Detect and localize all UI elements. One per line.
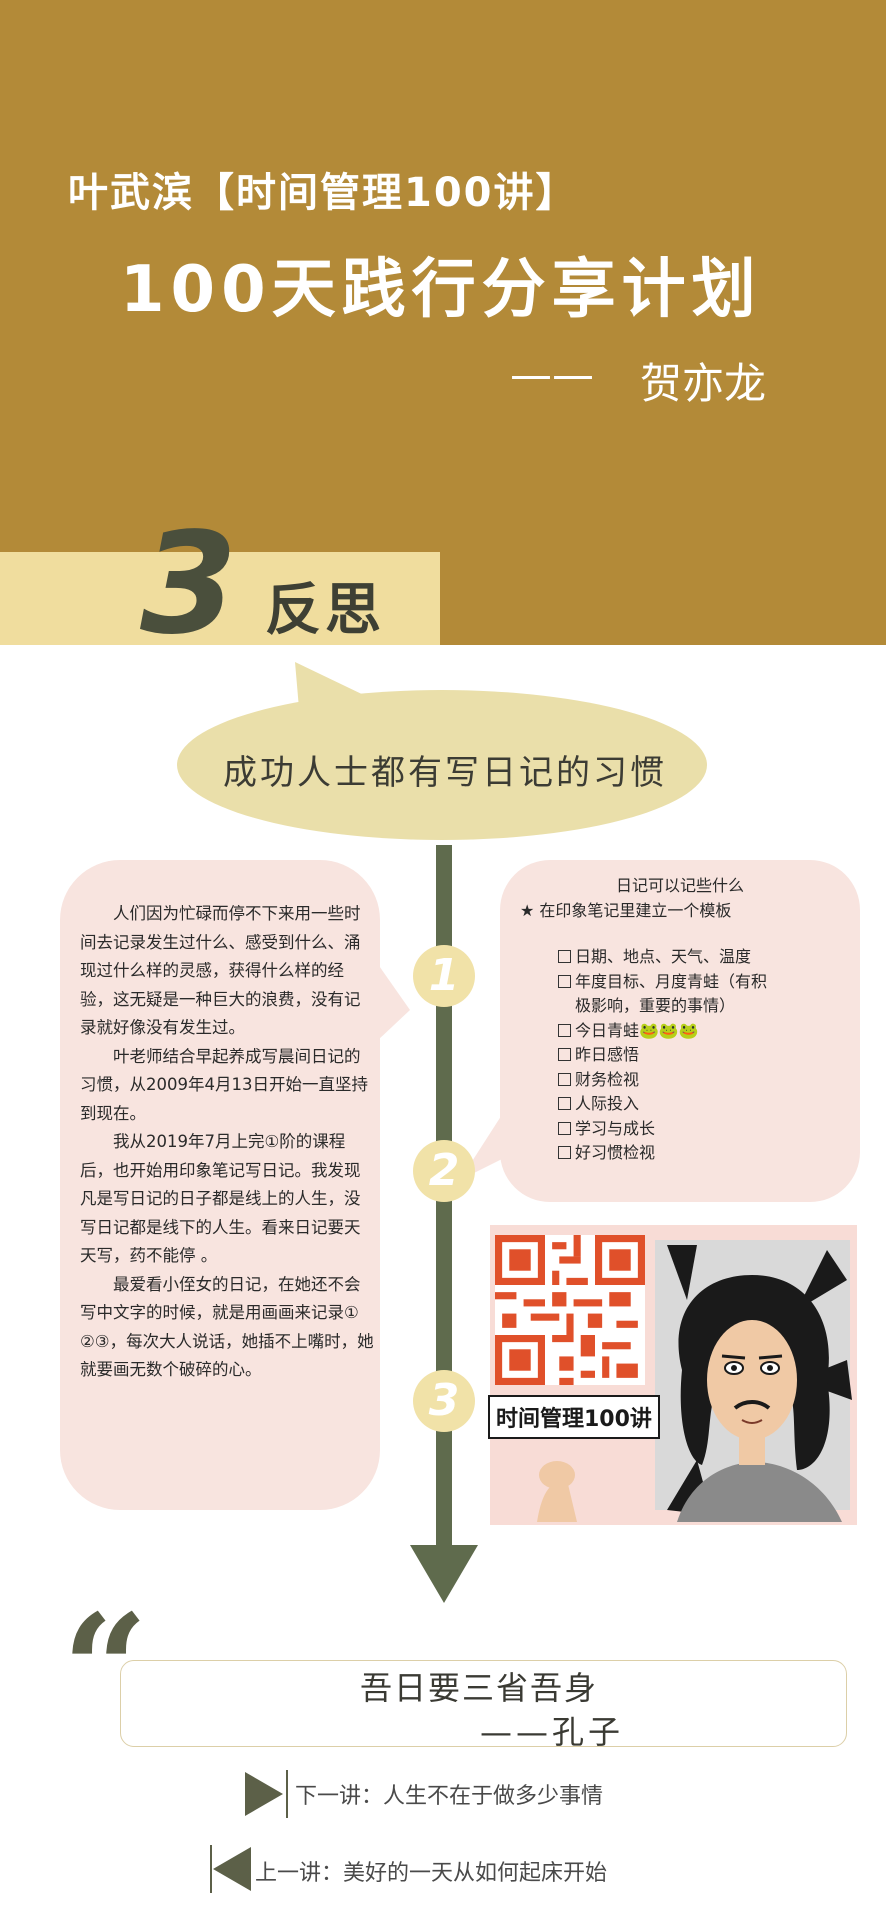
poster-label: 时间管理100讲 bbox=[488, 1395, 660, 1439]
section-number: 3 bbox=[140, 503, 238, 666]
bubble-text: 成功人士都有写日记的习惯 bbox=[223, 753, 667, 793]
checkbox-icon[interactable] bbox=[558, 1072, 571, 1086]
section-title: 反思 bbox=[265, 578, 385, 643]
checkbox-icon[interactable] bbox=[558, 1121, 571, 1135]
checkbox-icon[interactable] bbox=[558, 974, 571, 988]
story-text: 人们因为忙碌而停不下来用一些时间去记录发生过什么、感受到什么、涌现过什么样的灵感… bbox=[80, 900, 375, 1385]
checklist-item-label: 今日青蛙🐸🐸🐸 bbox=[575, 1020, 699, 1040]
play-right-icon[interactable] bbox=[245, 1772, 283, 1816]
checklist-item-label: 日期、地点、天气、温度 bbox=[575, 947, 752, 966]
checklist-item[interactable]: 人际投入 bbox=[558, 1092, 858, 1117]
checkbox-icon[interactable] bbox=[558, 950, 571, 963]
checklist-card bbox=[500, 860, 860, 1202]
play-left-icon[interactable] bbox=[213, 1847, 251, 1891]
checklist-item[interactable]: 日期、地点、天气、温度 bbox=[558, 945, 858, 970]
checklist-item-continuation: 极影响，重要的事情） bbox=[558, 994, 858, 1019]
checklist-item-label: 学习与成长 bbox=[575, 1118, 656, 1138]
section-band bbox=[0, 552, 440, 645]
checkbox-icon[interactable] bbox=[558, 1146, 571, 1159]
checklist-item[interactable]: 好习惯检视 bbox=[558, 1141, 858, 1166]
quote-attribution: ——孔子 bbox=[480, 1713, 625, 1751]
author-name: 贺亦龙 bbox=[640, 359, 767, 408]
checklist-item[interactable]: 学习与成长 bbox=[558, 1117, 858, 1142]
series-title: 叶武滨【时间管理100讲】 bbox=[68, 170, 578, 216]
checklist-title: 日记可以记些什么 bbox=[615, 876, 744, 895]
checkbox-icon[interactable] bbox=[558, 1023, 571, 1037]
story-card bbox=[60, 860, 380, 1510]
checklist: 日期、地点、天气、温度 年度目标、月度青蛙（有积 极影响，重要的事情） 今日青蛙… bbox=[558, 945, 858, 1166]
checklist-item-label: 好习惯检视 bbox=[575, 1143, 656, 1162]
qr-code-icon[interactable] bbox=[495, 1235, 645, 1385]
header-banner bbox=[0, 0, 886, 645]
checklist-item-label: 人际投入 bbox=[575, 1094, 640, 1113]
divider bbox=[210, 1845, 212, 1893]
checklist-item-label: 年度目标、月度青蛙（有积 bbox=[575, 971, 768, 991]
story-paragraph: 最爱看小侄女的日记，在她还不会写中文字的时候，就是用画画来记录① ②③，每次大人… bbox=[80, 1274, 374, 1380]
checklist-item[interactable]: 年度目标、月度青蛙（有积 bbox=[558, 970, 858, 995]
story-paragraph: 人们因为忙碌而停不下来用一些时间去记录发生过什么、感受到什么、涌现过什么样的灵感… bbox=[80, 904, 361, 1037]
quote-box bbox=[120, 1660, 847, 1747]
checklist-subtitle: ★ 在印象笔记里建立一个模板 bbox=[520, 901, 732, 920]
arrow-down-icon bbox=[410, 1545, 478, 1603]
author-dash: —— bbox=[510, 350, 594, 399]
story-paragraph: 叶老师结合早起养成写晨间日记的习惯，从2009年4月13日开始一直坚持到现在。 bbox=[80, 1046, 368, 1123]
checklist-item[interactable]: 今日青蛙🐸🐸🐸 bbox=[558, 1019, 858, 1044]
prev-lecture-link[interactable]: 上一讲：美好的一天从如何起床开始 bbox=[255, 1861, 608, 1886]
checklist-item[interactable]: 昨日感悟 bbox=[558, 1043, 858, 1068]
timeline-node-2: 2 bbox=[413, 1140, 475, 1202]
checkbox-icon[interactable] bbox=[558, 1097, 571, 1110]
checklist-item-label: 昨日感悟 bbox=[575, 1045, 640, 1064]
speech-bubble bbox=[177, 690, 707, 840]
timeline-node-3: 3 bbox=[413, 1370, 475, 1432]
page-title: 100天践行分享计划 bbox=[120, 253, 762, 327]
checkbox-icon[interactable] bbox=[558, 1048, 571, 1061]
quote-text: 吾日要三省吾身 bbox=[360, 1669, 599, 1707]
checklist-item-label: 财务检视 bbox=[575, 1069, 640, 1089]
checklist-item[interactable]: 财务检视 bbox=[558, 1068, 858, 1093]
next-lecture-link[interactable]: 下一讲：人生不在于做多少事情 bbox=[295, 1784, 604, 1809]
timeline-node-1: 1 bbox=[413, 945, 475, 1007]
cartoon-character-icon bbox=[537, 1245, 852, 1522]
divider bbox=[286, 1770, 288, 1818]
story-paragraph: 我从2019年7月上完①阶的课程后，也开始用印象笔记写日记。我发现凡是写日记的日… bbox=[80, 1132, 361, 1265]
checklist-item-label: 极影响，重要的事情） bbox=[575, 996, 736, 1015]
